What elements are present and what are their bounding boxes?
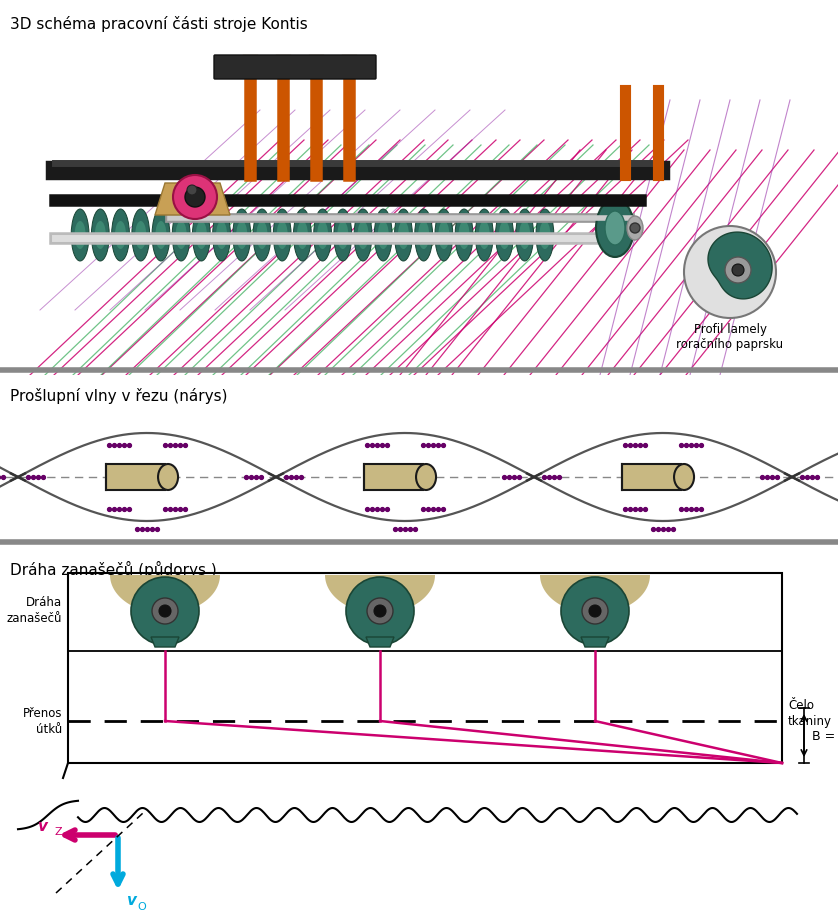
Bar — [68, 573, 782, 763]
Ellipse shape — [297, 221, 308, 249]
Ellipse shape — [519, 221, 530, 249]
Circle shape — [582, 598, 608, 624]
Ellipse shape — [478, 221, 490, 249]
Ellipse shape — [115, 221, 126, 249]
Ellipse shape — [455, 209, 473, 261]
FancyBboxPatch shape — [364, 464, 423, 490]
Ellipse shape — [111, 209, 129, 261]
Circle shape — [684, 226, 776, 318]
Ellipse shape — [536, 209, 554, 261]
Text: Dráha zanašečů (půdorys ): Dráha zanašečů (půdorys ) — [10, 561, 217, 578]
Ellipse shape — [395, 209, 412, 261]
Ellipse shape — [495, 209, 514, 261]
Ellipse shape — [317, 221, 328, 249]
Text: Z: Z — [54, 827, 62, 837]
Ellipse shape — [152, 209, 170, 261]
Ellipse shape — [415, 209, 432, 261]
Ellipse shape — [273, 209, 291, 261]
Ellipse shape — [75, 221, 85, 249]
Polygon shape — [366, 637, 394, 647]
Ellipse shape — [132, 209, 150, 261]
Ellipse shape — [418, 221, 429, 249]
Circle shape — [374, 605, 386, 617]
Polygon shape — [540, 575, 650, 614]
Circle shape — [732, 264, 744, 276]
Ellipse shape — [196, 221, 207, 249]
Text: Prošlupní vlny v řezu (nárys): Prošlupní vlny v řezu (nárys) — [10, 388, 227, 404]
Ellipse shape — [91, 209, 109, 261]
Polygon shape — [581, 637, 609, 647]
Ellipse shape — [516, 209, 534, 261]
Circle shape — [131, 577, 199, 645]
Ellipse shape — [176, 221, 187, 249]
Text: v: v — [37, 818, 47, 834]
Ellipse shape — [375, 209, 392, 261]
Polygon shape — [708, 232, 772, 299]
Circle shape — [589, 605, 601, 617]
Ellipse shape — [358, 221, 369, 249]
Text: 3D schéma pracovní části stroje Kontis: 3D schéma pracovní části stroje Kontis — [10, 16, 308, 32]
Polygon shape — [110, 575, 220, 614]
Ellipse shape — [233, 209, 251, 261]
FancyBboxPatch shape — [106, 464, 165, 490]
Text: Dráha
zanašečů: Dráha zanašečů — [7, 596, 62, 625]
Text: O: O — [137, 902, 146, 912]
Ellipse shape — [605, 211, 625, 245]
Circle shape — [185, 187, 205, 207]
Circle shape — [630, 223, 640, 233]
Ellipse shape — [277, 221, 287, 249]
Ellipse shape — [293, 209, 311, 261]
Ellipse shape — [256, 221, 267, 249]
Ellipse shape — [155, 221, 167, 249]
Circle shape — [159, 605, 171, 617]
Ellipse shape — [213, 209, 230, 261]
Ellipse shape — [313, 209, 332, 261]
Ellipse shape — [337, 221, 349, 249]
Ellipse shape — [438, 221, 449, 249]
Ellipse shape — [173, 209, 190, 261]
Ellipse shape — [236, 221, 247, 249]
Ellipse shape — [334, 209, 352, 261]
Circle shape — [152, 598, 178, 624]
Ellipse shape — [475, 209, 493, 261]
Polygon shape — [155, 183, 230, 215]
FancyBboxPatch shape — [214, 55, 376, 79]
Ellipse shape — [596, 199, 634, 257]
Circle shape — [725, 257, 751, 283]
Ellipse shape — [71, 209, 89, 261]
Ellipse shape — [458, 221, 469, 249]
FancyBboxPatch shape — [622, 464, 681, 490]
Ellipse shape — [540, 221, 551, 249]
Ellipse shape — [378, 221, 389, 249]
Text: v: v — [126, 893, 136, 908]
Circle shape — [173, 175, 217, 219]
Polygon shape — [151, 637, 179, 647]
Ellipse shape — [216, 221, 227, 249]
Text: B = 1/d: B = 1/d — [812, 729, 838, 742]
Ellipse shape — [416, 464, 436, 490]
Ellipse shape — [95, 221, 106, 249]
Ellipse shape — [627, 216, 643, 240]
Ellipse shape — [158, 464, 178, 490]
Ellipse shape — [674, 464, 694, 490]
Circle shape — [561, 577, 629, 645]
Circle shape — [187, 185, 197, 195]
Ellipse shape — [193, 209, 210, 261]
Text: Profil lamely
roračního paprsku: Profil lamely roračního paprsku — [676, 323, 784, 351]
Text: Čelo
tkaniny: Čelo tkaniny — [788, 698, 832, 728]
Ellipse shape — [398, 221, 409, 249]
Ellipse shape — [135, 221, 147, 249]
Circle shape — [367, 598, 393, 624]
Polygon shape — [325, 575, 435, 614]
Ellipse shape — [435, 209, 453, 261]
Circle shape — [346, 577, 414, 645]
Text: Přenos
útků: Přenos útků — [23, 707, 62, 736]
Ellipse shape — [499, 221, 510, 249]
Ellipse shape — [354, 209, 372, 261]
Ellipse shape — [253, 209, 271, 261]
